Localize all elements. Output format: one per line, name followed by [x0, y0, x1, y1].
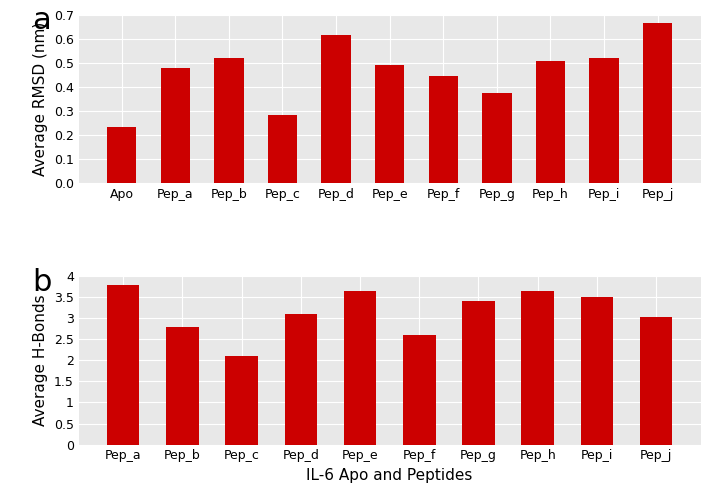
Bar: [589, 58, 618, 183]
Bar: [225, 356, 258, 445]
Bar: [107, 127, 137, 183]
Y-axis label: Average RMSD (nm): Average RMSD (nm): [33, 22, 48, 176]
Bar: [643, 23, 672, 183]
Bar: [214, 58, 244, 183]
Bar: [267, 115, 297, 183]
Bar: [321, 35, 351, 183]
Bar: [161, 68, 190, 183]
Bar: [375, 65, 405, 183]
X-axis label: IL-6 Apo and Peptides: IL-6 Apo and Peptides: [307, 468, 473, 483]
Bar: [581, 297, 613, 445]
Bar: [344, 291, 376, 445]
Bar: [640, 317, 672, 445]
Bar: [107, 286, 139, 445]
Bar: [536, 61, 566, 183]
Bar: [428, 76, 458, 183]
Bar: [521, 291, 554, 445]
Bar: [166, 327, 199, 445]
Bar: [403, 335, 435, 445]
Y-axis label: Average H-Bonds: Average H-Bonds: [33, 294, 48, 426]
Text: a: a: [32, 6, 51, 36]
Text: b: b: [32, 268, 51, 296]
Bar: [285, 314, 317, 445]
Bar: [462, 301, 495, 445]
Bar: [482, 93, 512, 183]
